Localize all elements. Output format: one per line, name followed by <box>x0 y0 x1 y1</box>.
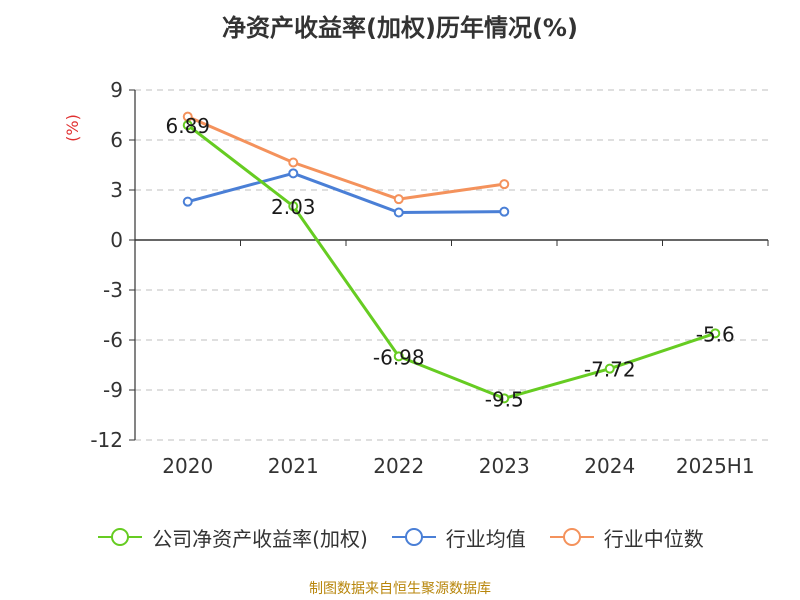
legend-item[interactable]: 公司净资产收益率(加权) <box>96 523 368 552</box>
y-tick-label: 3 <box>110 178 123 202</box>
legend: 公司净资产收益率(加权) 行业均值 行业中位数 <box>0 522 800 552</box>
data-label: 2.03 <box>271 195 316 219</box>
data-label: -6.98 <box>373 345 425 369</box>
x-tick-label: 2023 <box>479 454 530 478</box>
legend-item[interactable]: 行业中位数 <box>548 523 704 552</box>
legend-label: 行业均值 <box>445 526 526 551</box>
gridlines <box>135 89 768 441</box>
data-point <box>393 194 404 205</box>
data-point <box>288 168 299 179</box>
y-tick-label: -6 <box>103 328 123 352</box>
data-label: -9.5 <box>485 387 524 411</box>
series-line <box>186 123 716 400</box>
data-point <box>604 363 615 374</box>
x-tick-label: 2020 <box>162 454 213 478</box>
y-tick-label: -12 <box>90 428 123 452</box>
chart-title: 净资产收益率(加权)历年情况(%) <box>222 14 578 42</box>
data-label: -5.6 <box>696 322 735 346</box>
y-tick-label: 0 <box>110 228 123 252</box>
y-tick-label: 6 <box>110 128 123 152</box>
legend-marker-icon <box>391 528 436 546</box>
axes: 9 6 3 0 -3 -6 -9 -12 2020 2021 2022 2023 2024 2025H1 <box>90 78 769 478</box>
x-tick-label: 2025H1 <box>676 454 755 478</box>
data-point <box>288 201 299 212</box>
data-point <box>499 393 510 404</box>
legend-item[interactable]: 行业均值 <box>390 523 526 552</box>
legend-marker-icon <box>98 528 143 546</box>
legend-marker-icon <box>549 528 594 546</box>
series-line <box>187 115 505 201</box>
data-point <box>182 120 193 131</box>
data-labels: 6.89 2.03 -6.98 -9.5 -7.72 -5.6 <box>165 114 734 411</box>
source-note: 制图数据来自恒生聚源数据库 <box>309 581 491 597</box>
data-point <box>499 179 510 190</box>
data-label: 6.89 <box>165 114 210 138</box>
legend-label: 行业中位数 <box>603 526 704 551</box>
x-tick-label: 2022 <box>373 454 424 478</box>
data-point <box>499 206 510 217</box>
x-tick-label: 2024 <box>584 454 635 478</box>
data-point <box>182 196 193 207</box>
data-label: -7.72 <box>584 358 636 382</box>
data-point <box>288 157 299 168</box>
series-line <box>187 171 505 214</box>
y-tick-label: -3 <box>103 278 123 302</box>
series <box>182 111 721 404</box>
y-tick-label: -9 <box>103 378 123 402</box>
y-axis-unit-label: (%) <box>63 114 82 142</box>
data-point <box>393 351 404 362</box>
x-tick-label: 2021 <box>268 454 319 478</box>
data-point <box>710 328 721 339</box>
legend-label: 公司净资产收益率(加权) <box>152 526 368 551</box>
data-point <box>393 207 404 218</box>
y-tick-label: 9 <box>110 78 123 102</box>
